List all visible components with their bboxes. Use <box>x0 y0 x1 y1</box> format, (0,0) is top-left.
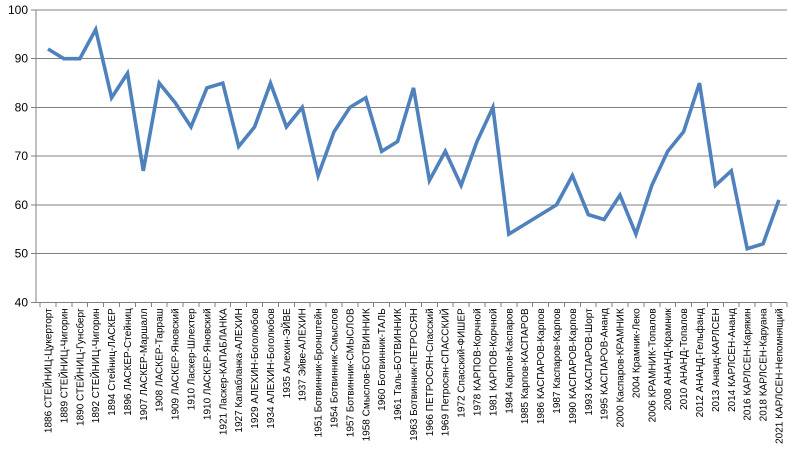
x-axis-label: 2000 Каспаров-КРАМНИК <box>616 308 627 427</box>
x-axis-label: 1907 ЛАСКЕР-Маршалл <box>139 308 150 421</box>
x-axis-label: 1972 Спасский-ФИШЕР <box>457 308 468 418</box>
x-axis-label: 1995 КАСПАРОВ-Ананд <box>600 308 611 420</box>
x-axis-label: 1984 Карпов-Каспаров <box>504 308 515 413</box>
x-axis-label: 1986 КАСПАРОВ-Карпов <box>536 308 547 424</box>
x-axis-label: 1981 КАРПОВ-Корчной <box>488 308 499 416</box>
x-axis-label: 1935 Алехин-ЭЙВЕ <box>280 308 293 398</box>
x-axis-label: 1934 АЛЕХИН-Боголюбов <box>265 308 277 428</box>
y-axis-label: 80 <box>15 100 29 114</box>
x-axis-label: 2006 КРАМНИК-Топалов <box>647 308 658 422</box>
x-axis-label: 1896 ЛАСКЕР-Стейниц <box>123 308 134 416</box>
y-axis-label: 90 <box>15 52 29 66</box>
x-axis-label: 1978 КАРПОВ-Корчной <box>473 308 484 416</box>
x-axis-label: 2008 АНАНД-Крамник <box>663 308 674 411</box>
y-axis-label: 70 <box>15 149 29 163</box>
x-axis-label: 2012 АНАНД-Гельфанд <box>694 308 706 417</box>
x-axis-label: 1961 Таль-БОТВИННИК <box>393 308 404 420</box>
x-axis-label: 1993 КАСПАРОВ-Шорт <box>584 308 595 416</box>
y-axis-label: 50 <box>15 247 29 261</box>
x-axis-label: 1890 СТЕЙНИЦ-Гунсберг <box>73 308 86 426</box>
x-axis-label: 1927 Капабланка-АЛЕХИН <box>233 308 245 432</box>
x-axis-label: 1889 СТЕЙНИЦ-Чигорин <box>57 308 70 423</box>
x-axis-label: 1921 Ласкер-КАПАБЛАНКА <box>218 308 229 435</box>
x-axis-label: 2010 АНАНД-Топалов <box>679 308 690 410</box>
y-axis-label: 40 <box>15 295 29 309</box>
x-axis-label: 1990 КАСПАРОВ-Карпов <box>568 308 579 424</box>
x-axis-label: 2013 Ананд-КАРЛСЕН <box>711 308 722 412</box>
x-axis-label: 1951 Ботвинник-Бронштейн <box>314 308 325 437</box>
x-axis-label: 2021 КАРЛСЕН-Непомнящий <box>774 308 785 444</box>
x-axis-label: 1910 ЛАСКЕР-Яновский <box>202 308 213 420</box>
y-axis-label: 60 <box>15 198 29 212</box>
x-axis-label: 1908 ЛАСКЕР-Тарраш <box>155 308 166 412</box>
x-axis-label: 2014 КАРЛСЕН-Ананд <box>727 308 738 412</box>
x-axis-label: 1966 ПЕТРОСЯН-Спасский <box>425 308 436 436</box>
x-axis-label: 1910 Ласкер-Шлехтер <box>187 308 198 410</box>
x-axis-label: 1909 ЛАСКЕР-Яновский <box>171 308 182 420</box>
series-line <box>47 24 781 252</box>
x-axis-label: 2016 КАРЛСЕН-Карякин <box>743 308 754 420</box>
x-axis-label: 2004 Крамник-Леко <box>631 308 642 398</box>
x-axis-label: 1937 Эйве-АЛЕХИН <box>298 308 309 401</box>
x-axis-label: 1892 СТЕЙНИЦ-Чигорин <box>89 308 102 423</box>
x-axis-label: 2018 КАРЛСЕН-Каруана <box>759 308 770 421</box>
x-axis-label: 1963 Ботвинник-ПЕТРОСЯН <box>409 308 420 441</box>
x-axis-label: 1960 Ботвинник-ТАЛЬ <box>377 308 388 411</box>
x-axis-label: 1954 Ботвинник-Смыслов <box>330 308 341 428</box>
x-axis-label: 1957 Ботвинник-СМЫСЛОВ <box>345 308 356 437</box>
x-axis-label: 1969 Петросян-СПАССКИЙ <box>439 308 452 436</box>
x-axis-label: 1987 Каспаров-Карпов <box>552 308 563 413</box>
x-axis-label: 1985 Карпов-КАСПАРОВ <box>520 308 531 424</box>
x-axis-label: 1886 СТЕЙНИЦ-Цукерторт <box>42 308 55 433</box>
x-axis-label: 1894 Стейниц-ЛАСКЕР <box>107 308 118 416</box>
y-axis-label: 100 <box>8 3 28 17</box>
x-axis-label: 1958 Смыслов-БОТВИННИК <box>361 308 372 441</box>
x-axis-label: 1929 АЛЕХИН-Боголюбов <box>249 308 261 428</box>
